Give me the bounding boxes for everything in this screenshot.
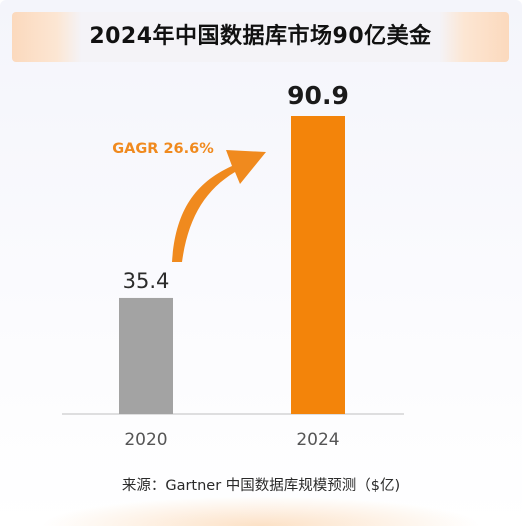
cagr-annotation: GAGR 26.6% (112, 141, 214, 157)
source-note: 来源：Gartner 中国数据库规模预测（$亿) (121, 478, 401, 494)
value-label-2024: 90.9 (287, 81, 349, 110)
growth-arrow-icon (172, 150, 266, 262)
x-tick-label-2024: 2024 (296, 430, 339, 450)
title-banner: 2024年中国数据库市场90亿美金 (12, 12, 509, 62)
value-label-2020: 35.4 (123, 269, 170, 293)
x-tick-label-2020: 2020 (124, 430, 167, 450)
bar-2024 (291, 116, 345, 414)
chart-title: 2024年中国数据库市场90亿美金 (89, 24, 432, 49)
footer-glow (40, 496, 482, 526)
bar-2020 (119, 297, 173, 414)
